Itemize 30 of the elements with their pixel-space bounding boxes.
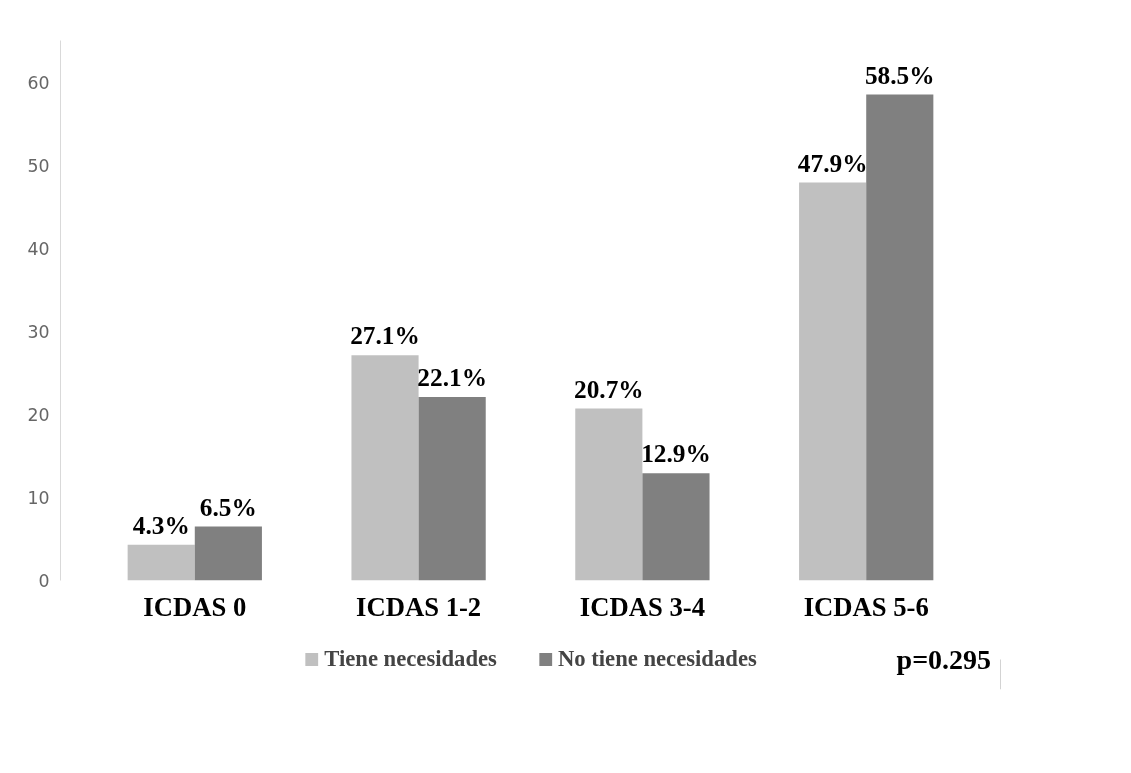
bar <box>799 182 867 581</box>
data-label: 47.9% <box>797 148 868 177</box>
bar <box>351 355 419 581</box>
data-label: 12.9% <box>641 439 711 468</box>
y-tick-label: 10 <box>27 487 50 508</box>
data-label: 6.5% <box>199 492 257 521</box>
y-tick-label: 50 <box>27 155 50 176</box>
y-tick-label: 0 <box>38 571 50 591</box>
data-label: 27.1% <box>350 321 420 350</box>
y-tick-label: 40 <box>27 238 50 259</box>
y-tick-label: 20 <box>27 404 50 425</box>
x-tick-label: ICDAS 1-2 <box>356 591 482 622</box>
data-label: 58.5% <box>864 60 935 89</box>
data-label: 4.3% <box>132 510 190 539</box>
x-tick-label: ICDAS 5-6 <box>803 591 929 622</box>
legend-label: No tiene necesidades <box>557 646 757 672</box>
x-tick-label: ICDAS 3-4 <box>579 591 705 622</box>
data-label: 22.1% <box>417 362 487 391</box>
text: p=0.295 <box>896 644 992 675</box>
bar <box>194 526 262 581</box>
x-tick-label: ICDAS 0 <box>143 591 247 622</box>
data-label: 20.7% <box>574 374 644 403</box>
y-tick-label: 30 <box>27 321 50 342</box>
bar <box>127 544 195 581</box>
bar <box>642 473 710 581</box>
bar <box>418 396 486 581</box>
bar <box>866 94 934 581</box>
legend-label: Tiene necesidades <box>324 646 497 672</box>
y-tick-label: 60 <box>27 72 50 93</box>
bar <box>575 408 643 581</box>
